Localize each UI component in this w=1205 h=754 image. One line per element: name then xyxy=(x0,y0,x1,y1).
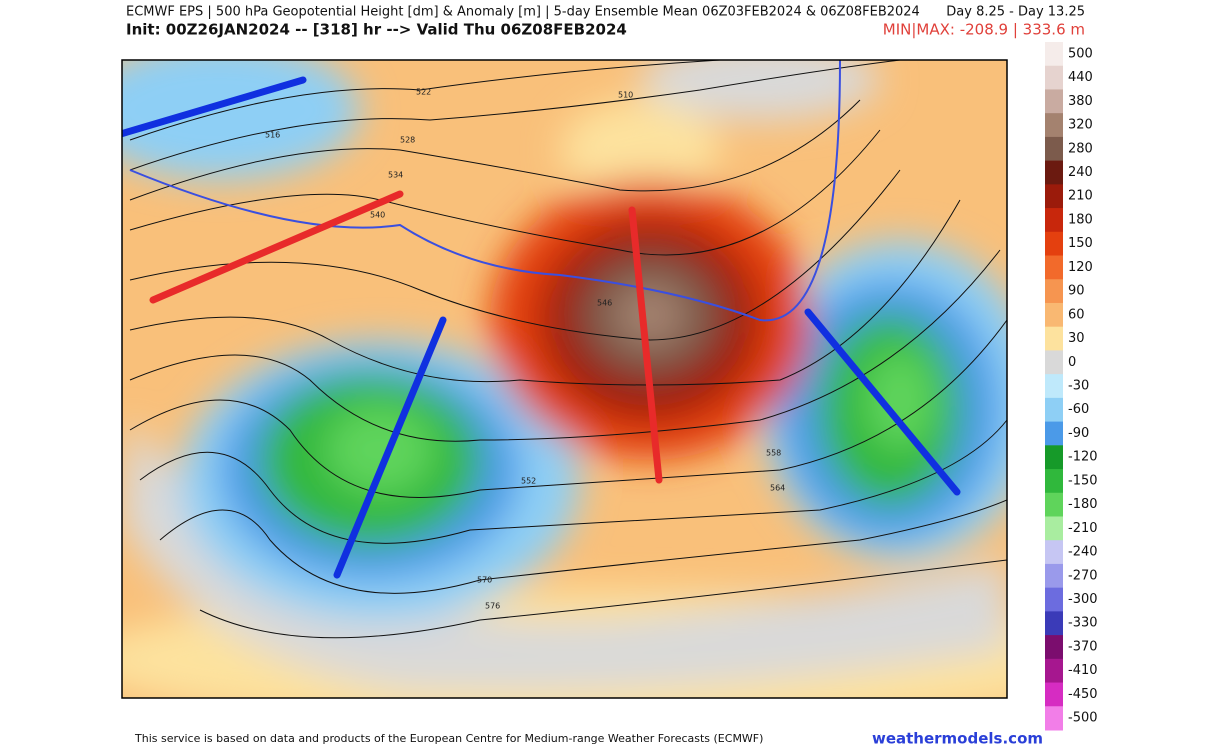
colorbar-label: -210 xyxy=(1068,521,1098,536)
colorbar-label: 500 xyxy=(1068,46,1093,61)
colorbar-swatch xyxy=(1045,184,1063,209)
colorbar: 500 440 380 320 280 240 210 180 150 120 90 60 30 0 -30… xyxy=(1045,42,1098,731)
colorbar-swatch xyxy=(1045,516,1063,541)
colorbar-swatch xyxy=(1045,469,1063,494)
colorbar-label: 180 xyxy=(1068,212,1093,227)
colorbar-swatch xyxy=(1045,89,1063,114)
colorbar-swatch xyxy=(1045,421,1063,446)
ridge-axis xyxy=(149,190,404,304)
colorbar-label: 210 xyxy=(1068,189,1093,204)
colorbar-swatch xyxy=(1045,445,1063,470)
colorbar-swatch xyxy=(1045,65,1063,90)
colorbar-swatch xyxy=(1045,658,1063,684)
colorbar-swatch xyxy=(1045,563,1063,589)
contour-label: 534 xyxy=(388,171,403,180)
colorbar-label: 120 xyxy=(1068,260,1093,275)
days: Day 8.25 - Day 13.25 xyxy=(946,5,1085,20)
colorbar-label: 440 xyxy=(1068,70,1093,85)
colorbar-swatch xyxy=(1045,302,1063,328)
colorbar-label: 30 xyxy=(1068,331,1085,346)
colorbar-label: 60 xyxy=(1068,307,1085,322)
contour-label: 546 xyxy=(597,299,612,308)
colorbar-swatch xyxy=(1045,611,1063,636)
colorbar-label: -60 xyxy=(1068,402,1089,417)
colorbar-swatch xyxy=(1045,255,1063,280)
map: 510 516 522 528 534 540 546 552 558 564 570 576 xyxy=(122,60,1007,698)
colorbar-label: -300 xyxy=(1068,592,1098,607)
colorbar-label: 0 xyxy=(1068,355,1076,370)
map-frame xyxy=(121,59,1008,699)
contour-label: 564 xyxy=(770,484,785,493)
colorbar-label: 150 xyxy=(1068,236,1093,251)
colorbar-swatch xyxy=(1045,397,1063,423)
contour-label: 516 xyxy=(265,131,280,140)
contour-label: 528 xyxy=(400,136,415,145)
colorbar-swatch xyxy=(1045,113,1063,138)
credit: This service is based on data and produc… xyxy=(134,732,763,745)
colorbar-swatch xyxy=(1045,374,1063,399)
colorbar-label: 280 xyxy=(1068,141,1093,156)
contour-label: 510 xyxy=(618,91,633,100)
contour-label: 558 xyxy=(766,449,781,458)
colorbar-swatch xyxy=(1045,706,1063,731)
colorbar-label: -90 xyxy=(1068,426,1089,441)
colorbar-swatch xyxy=(1045,208,1063,233)
colorbar-swatch xyxy=(1045,587,1063,612)
colorbar-swatch xyxy=(1045,136,1063,162)
colorbar-label: -150 xyxy=(1068,473,1098,488)
colorbar-label: 90 xyxy=(1068,284,1085,299)
colorbar-label: -370 xyxy=(1068,639,1098,654)
contour-label: 576 xyxy=(485,602,500,611)
colorbar-label: -270 xyxy=(1068,568,1098,583)
colorbar-label: -450 xyxy=(1068,687,1098,702)
contour-label: 552 xyxy=(521,477,536,486)
colorbar-label: 380 xyxy=(1068,94,1093,109)
contour-label: 570 xyxy=(477,576,492,585)
colorbar-label: 240 xyxy=(1068,165,1093,180)
colorbar-swatch xyxy=(1045,279,1063,304)
colorbar-label: -330 xyxy=(1068,616,1098,631)
trough-axis xyxy=(804,308,961,496)
colorbar-label: -120 xyxy=(1068,450,1098,465)
colorbar-label: -240 xyxy=(1068,545,1098,560)
colorbar-swatch xyxy=(1045,231,1063,257)
colorbar-label: -30 xyxy=(1068,379,1089,394)
colorbar-swatch xyxy=(1045,326,1063,351)
colorbar-swatch xyxy=(1045,492,1063,517)
init: Init: 00Z26JAN2024 -- [318] hr --> Valid… xyxy=(126,21,627,39)
colorbar-label: -410 xyxy=(1068,663,1098,678)
colorbar-swatch xyxy=(1045,350,1063,375)
colorbar-label: 320 xyxy=(1068,118,1093,133)
site: weathermodels.com xyxy=(872,730,1043,748)
contour-label: 540 xyxy=(370,211,385,220)
min-max: MIN|MAX: -208.9 | 333.6 m xyxy=(883,21,1085,39)
colorbar-swatch xyxy=(1045,42,1063,67)
colorbar-label: -180 xyxy=(1068,497,1098,512)
trough-axis xyxy=(122,76,307,138)
trough-axis xyxy=(333,316,447,579)
colorbar-swatch xyxy=(1045,540,1063,565)
colorbar-swatch xyxy=(1045,682,1063,707)
ridge-axis xyxy=(628,206,663,484)
colorbar-swatch xyxy=(1045,635,1063,660)
title: ECMWF EPS | 500 hPa Geopotential Height … xyxy=(126,5,920,20)
contour-label: 522 xyxy=(416,88,431,97)
colorbar-swatch xyxy=(1045,160,1063,185)
colorbar-label: -500 xyxy=(1068,711,1098,726)
